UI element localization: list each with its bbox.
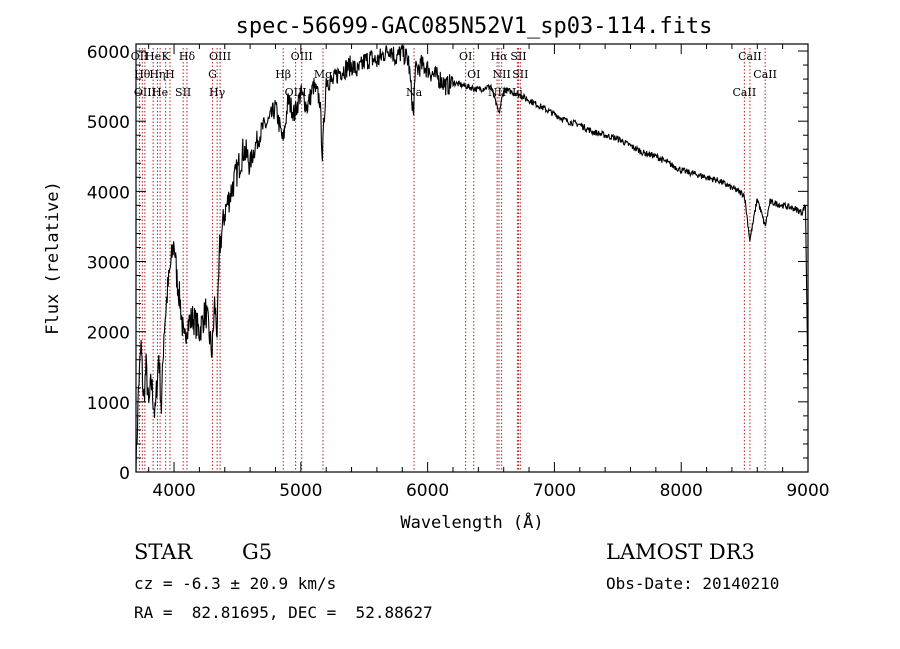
- y-axis-label: Flux (relative): [43, 181, 63, 335]
- line-label-oiii: OIII: [291, 50, 313, 63]
- line-label-mg: Mg: [314, 68, 332, 81]
- line-label-he: He: [145, 50, 161, 63]
- line-label-sii: SII: [512, 68, 528, 81]
- x-axis-ticks: 4000 5000 6000 7000 8000 9000: [148, 44, 830, 501]
- object-class: STAR: [134, 540, 193, 564]
- line-label-oi: OI: [459, 50, 472, 63]
- line-label-caii: CaII: [753, 68, 777, 81]
- line-label-h: H: [165, 68, 175, 81]
- line-label-oi: OI: [467, 68, 480, 81]
- survey-name: LAMOST DR3: [606, 540, 755, 564]
- chart-title: spec-56699-GAC085N52V1_sp03-114.fits: [236, 14, 713, 39]
- plot-frame: [135, 43, 809, 473]
- line-label-k: K: [162, 50, 171, 63]
- y-axis-ticks: 0 1000 2000 3000 4000 5000 6000: [87, 43, 808, 484]
- observation-date: Obs-Date: 20140210: [606, 574, 780, 593]
- redshift-cz: cz = -6.3 ± 20.9 km/s: [134, 574, 337, 593]
- line-label-g: G: [208, 68, 217, 81]
- line-label-caii: CaII: [738, 50, 762, 63]
- line-label-sii: SII: [510, 50, 526, 63]
- x-tick-label: 6000: [406, 481, 449, 501]
- line-label-oiii: OIII: [209, 50, 231, 63]
- line-label-nii: NII: [493, 68, 511, 81]
- x-tick-label: 9000: [786, 481, 829, 501]
- y-tick-label: 2000: [87, 324, 130, 344]
- line-label-hα: Hα: [490, 50, 508, 63]
- line-label-hη: Hη: [149, 68, 165, 81]
- y-tick-label: 0: [119, 464, 130, 484]
- spectrum-series-line: [135, 45, 809, 473]
- line-label-hβ: Hβ: [275, 68, 291, 81]
- spectral-line-markers: [138, 48, 766, 472]
- y-tick-label: 6000: [87, 43, 130, 63]
- line-label-oii: OII: [131, 50, 149, 63]
- y-tick-label: 1000: [87, 394, 130, 414]
- y-tick-label: 5000: [87, 113, 130, 133]
- x-tick-label: 4000: [152, 481, 195, 501]
- line-label-oiii: OIII: [134, 86, 156, 99]
- ra-dec-coordinates: RA = 82.81695, DEC = 52.88627: [134, 603, 433, 622]
- line-label-hγ: Hγ: [209, 86, 226, 99]
- x-tick-label: 5000: [279, 481, 322, 501]
- line-label-caii: CaII: [733, 86, 757, 99]
- spectral-line-labels: OIIHθOIIIHeHηHeKHSIIHδGHγOIIIHβOIIIOIIIM…: [131, 50, 777, 99]
- object-subclass: G5: [242, 540, 273, 564]
- x-tick-label: 8000: [660, 481, 703, 501]
- line-label-he: He: [152, 86, 168, 99]
- x-axis-label: Wavelength (Å): [400, 511, 543, 533]
- line-label-hθ: Hθ: [134, 68, 151, 81]
- x-tick-label: 7000: [533, 481, 576, 501]
- line-label-sii: SII: [175, 86, 191, 99]
- y-tick-label: 3000: [87, 254, 130, 274]
- y-tick-label: 4000: [87, 183, 130, 203]
- line-label-hδ: Hδ: [179, 50, 196, 63]
